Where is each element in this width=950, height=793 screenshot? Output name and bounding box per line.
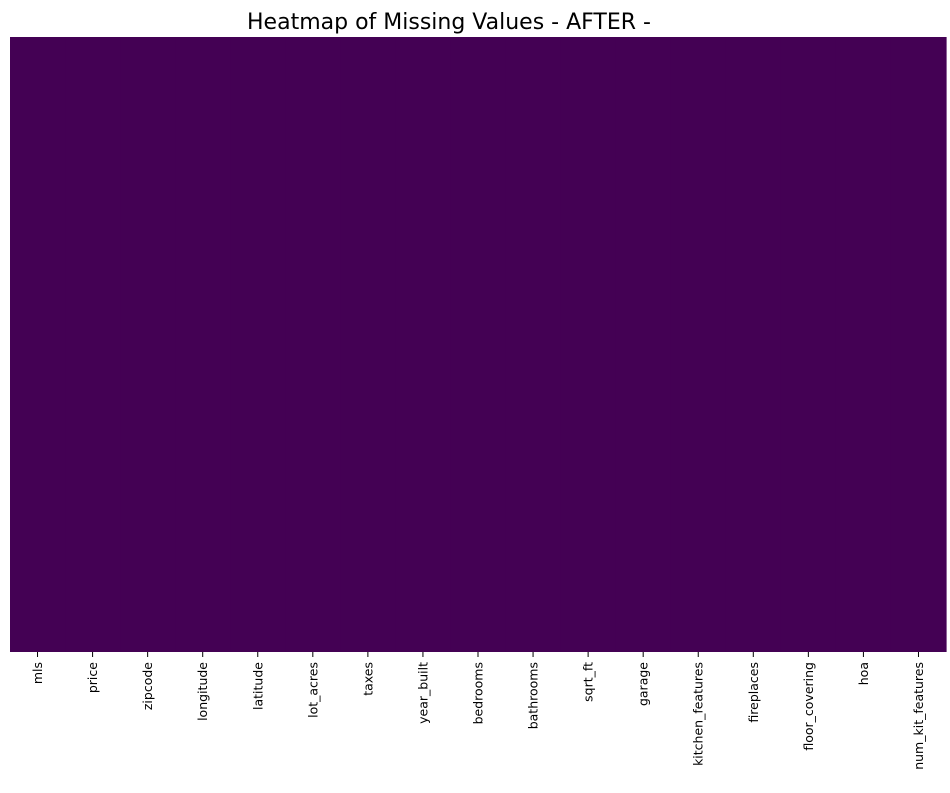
chart-title: Heatmap of Missing Values - AFTER - [247, 10, 651, 35]
x-tick-label: mls [30, 662, 45, 684]
x-tick-label: bedrooms [471, 662, 486, 724]
heatmap-column-bathrooms [505, 37, 562, 652]
heatmap-column-floor_covering [780, 37, 837, 652]
heatmap-column-mls [10, 37, 66, 652]
heatmap-column-sqrt_ft [560, 37, 617, 652]
x-tick-label: latitude [250, 662, 265, 710]
heatmap-column-lot_acres [285, 37, 341, 652]
x-tick-label: lot_acres [305, 662, 320, 718]
x-tick-label: num_kit_features [911, 662, 926, 770]
heatmap-column-bedrooms [450, 37, 507, 652]
x-tick-label: longitude [195, 662, 210, 721]
heatmap-column-num_kit_features [890, 37, 947, 652]
heatmap-column-latitude [230, 37, 286, 652]
heatmap-column-garage [615, 37, 672, 652]
heatmap-cells [10, 37, 947, 652]
x-tick-label: fireplaces [746, 662, 761, 723]
x-tick-label: hoa [856, 662, 871, 685]
x-tick-label: garage [636, 662, 651, 706]
x-tick-label: bathrooms [526, 662, 541, 729]
x-tick-label: floor_covering [801, 662, 816, 751]
heatmap-column-year_built [395, 37, 452, 652]
x-axis-ticks: mls price zipcode longitude latitude lot_acre… [30, 652, 926, 770]
heatmap-column-fireplaces [725, 37, 782, 652]
x-tick-label: price [85, 662, 100, 693]
heatmap-column-taxes [340, 37, 397, 652]
x-tick-label: sqrt_ft [581, 662, 596, 702]
heatmap-column-longitude [175, 37, 231, 652]
x-tick-label: zipcode [140, 662, 155, 710]
heatmap-column-kitchen_features [670, 37, 727, 652]
heatmap-column-hoa [835, 37, 892, 652]
heatmap-column-price [65, 37, 121, 652]
heatmap-column-zipcode [120, 37, 176, 652]
x-tick-label: year_built [415, 662, 430, 724]
x-tick-label: kitchen_features [691, 662, 706, 766]
x-tick-label: taxes [360, 662, 375, 696]
